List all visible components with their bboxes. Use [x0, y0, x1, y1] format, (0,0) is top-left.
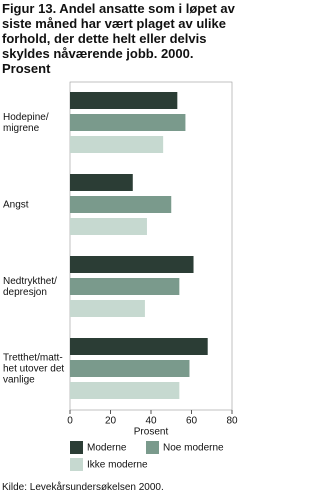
bar [70, 300, 145, 317]
bar [70, 92, 178, 109]
bar [70, 256, 194, 273]
legend-label: Ikke moderne [87, 460, 148, 471]
bar [70, 174, 133, 191]
bar [70, 382, 180, 399]
chart-title: Figur 13. Andel ansatte som i løpet av s… [2, 1, 235, 76]
bar [70, 338, 208, 355]
category-label: Hodepine/ migrene [3, 111, 49, 134]
category-label: Angst [3, 199, 29, 210]
x-tick-label: 80 [226, 416, 238, 427]
plot: 0 20 40 60 80 Prosent Moderne Noe moderne Ikke m… [67, 81, 238, 471]
bar [70, 196, 172, 213]
legend-label: Noe moderne [163, 443, 224, 454]
legend-swatch [146, 441, 159, 454]
legend-swatch [70, 441, 83, 454]
x-tick-label: 60 [186, 416, 198, 427]
bar [70, 218, 147, 235]
bar [70, 278, 180, 295]
source: Kilde: Levekårsundersøkelsen 2000. [2, 482, 164, 493]
bar [70, 114, 186, 131]
legend-label: Moderne [87, 443, 127, 454]
x-tick-label: 40 [145, 416, 157, 427]
bar [70, 136, 164, 153]
x-tick-label: 20 [105, 416, 117, 427]
bar [70, 360, 190, 377]
category-label: Tretthet/matt- het utover det vanlige [3, 352, 65, 385]
x-tick-label: 0 [67, 416, 73, 427]
category-label: Nedtrykthet/ depresjon [3, 275, 57, 298]
x-axis-label: Prosent [134, 427, 169, 438]
chart: Figur 13. Andel ansatte som i løpet av s… [2, 1, 238, 493]
legend-swatch [70, 458, 83, 471]
